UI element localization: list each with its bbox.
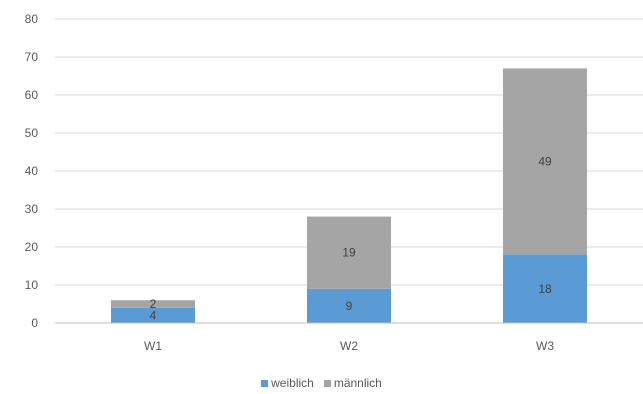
data-label-weiblich-W1: 4 [150,308,157,322]
y-tick-label: 0 [31,316,38,330]
legend: weiblich männlich [0,374,643,392]
y-tick-label: 80 [25,12,39,26]
data-label-männlich-W1: 2 [150,297,157,311]
bar-weiblich-W2 [307,288,391,323]
bar-weiblich-W3 [503,254,587,323]
data-label-weiblich-W3: 18 [538,282,552,296]
bar-männlich-W1 [111,300,195,308]
bar-männlich-W3 [503,68,587,255]
legend-label-maennlich: männlich [333,376,382,390]
x-tick-label-W2: W2 [340,339,358,353]
x-tick-label-W1: W1 [144,339,162,353]
data-labels: 42 9 19 18 49 [150,155,552,323]
bars [111,68,587,323]
y-axis: 0 10 20 30 40 50 60 70 80 [25,12,39,330]
legend-swatch-weiblich [261,379,269,387]
y-tick-label: 30 [25,202,39,216]
stacked-bar-chart: 0 10 20 30 40 50 60 70 80 42 9 19 18 49 W1 W2 W3 [25,12,643,353]
bar-weiblich-W1 [111,307,195,323]
legend-label-weiblich: weiblich [271,376,314,390]
legend-item-weiblich: weiblich [261,376,314,390]
y-tick-label: 60 [25,88,39,102]
legend-item-maennlich: männlich [323,376,382,390]
y-tick-label: 10 [25,278,39,292]
x-axis: W1 W2 W3 [55,322,643,353]
legend-swatch-maennlich [323,379,331,387]
data-label-weiblich-W2: 9 [346,299,353,313]
x-tick-label-W3: W3 [536,339,554,353]
bar-männlich-W2 [307,216,391,289]
y-tick-label: 50 [25,126,39,140]
gridlines [55,18,643,286]
y-tick-label: 20 [25,240,39,254]
y-tick-label: 40 [25,164,39,178]
data-label-männlich-W3: 49 [538,155,552,169]
y-tick-label: 70 [25,50,39,64]
data-label-männlich-W2: 19 [342,246,356,260]
